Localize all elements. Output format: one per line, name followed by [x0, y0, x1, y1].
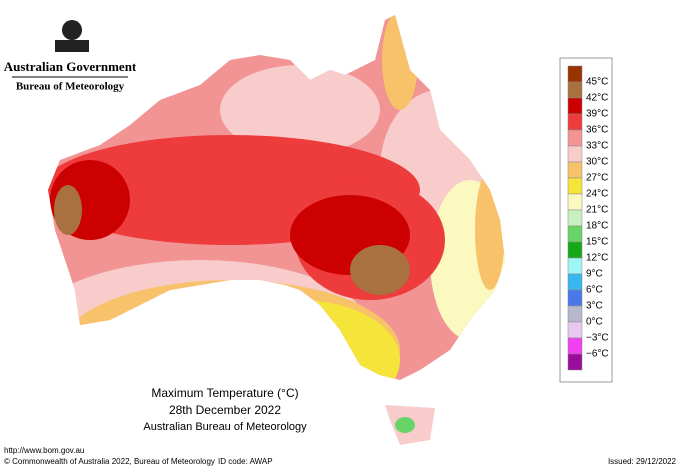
legend-swatch: [567, 209, 583, 227]
legend-label: 39°C: [586, 109, 608, 120]
issued: Issued: 29/12/2022: [608, 457, 677, 466]
legend-swatch: [567, 289, 583, 307]
legend-label: 15°C: [586, 237, 608, 248]
legend-swatch: [567, 225, 583, 243]
copyright: © Commonwealth of Australia 2022, Bureau…: [4, 457, 215, 466]
legend-swatch: [567, 241, 583, 259]
legend-label: 9°C: [586, 269, 603, 280]
legend-label: 24°C: [586, 189, 608, 200]
logo: [55, 20, 89, 52]
legend-swatch: [567, 65, 583, 83]
legend-swatch: [567, 305, 583, 323]
legend-swatch: [567, 161, 583, 179]
legend-swatch: [567, 113, 583, 131]
gov-name: Australian Government: [4, 59, 137, 74]
legend-swatch: [567, 81, 583, 99]
legend-label: 3°C: [586, 301, 603, 312]
agency-name: Bureau of Meteorology: [16, 81, 125, 93]
legend-label: 42°C: [586, 93, 608, 104]
date: 28th December 2022: [169, 403, 281, 417]
legend-label: 30°C: [586, 157, 608, 168]
legend-label: 36°C: [586, 125, 608, 136]
legend-label: 21°C: [586, 205, 608, 216]
id-code: ID code: AWAP: [218, 457, 273, 466]
legend-label: −6°C: [586, 349, 609, 360]
source: Australian Bureau of Meteorology: [143, 421, 307, 433]
legend-swatch: [567, 129, 583, 147]
legend-label: 18°C: [586, 221, 608, 232]
legend: 45°C 42°C 39°C 36°C 33°C 30°C 27°C 24°C 21°C 18°C…: [567, 65, 609, 371]
legend-label: 27°C: [586, 173, 608, 184]
tasmania-cool: [395, 417, 415, 433]
legend-swatch: [567, 337, 583, 355]
title: Maximum Temperature (°C): [151, 386, 298, 400]
legend-swatch: [567, 177, 583, 195]
legend-label: 45°C: [586, 77, 608, 88]
legend-label: −3°C: [586, 333, 609, 344]
legend-swatch: [567, 145, 583, 163]
legend-swatch: [567, 273, 583, 291]
legend-swatch: [567, 193, 583, 211]
legend-label: 6°C: [586, 285, 603, 296]
legend-swatch: [567, 257, 583, 275]
legend-label: 33°C: [586, 141, 608, 152]
url: http://www.bom.gov.au: [4, 446, 84, 455]
legend-swatch: [567, 321, 583, 339]
legend-label: 12°C: [586, 253, 608, 264]
legend-label: 0°C: [586, 317, 603, 328]
legend-swatch: [567, 353, 583, 371]
legend-swatch: [567, 97, 583, 115]
